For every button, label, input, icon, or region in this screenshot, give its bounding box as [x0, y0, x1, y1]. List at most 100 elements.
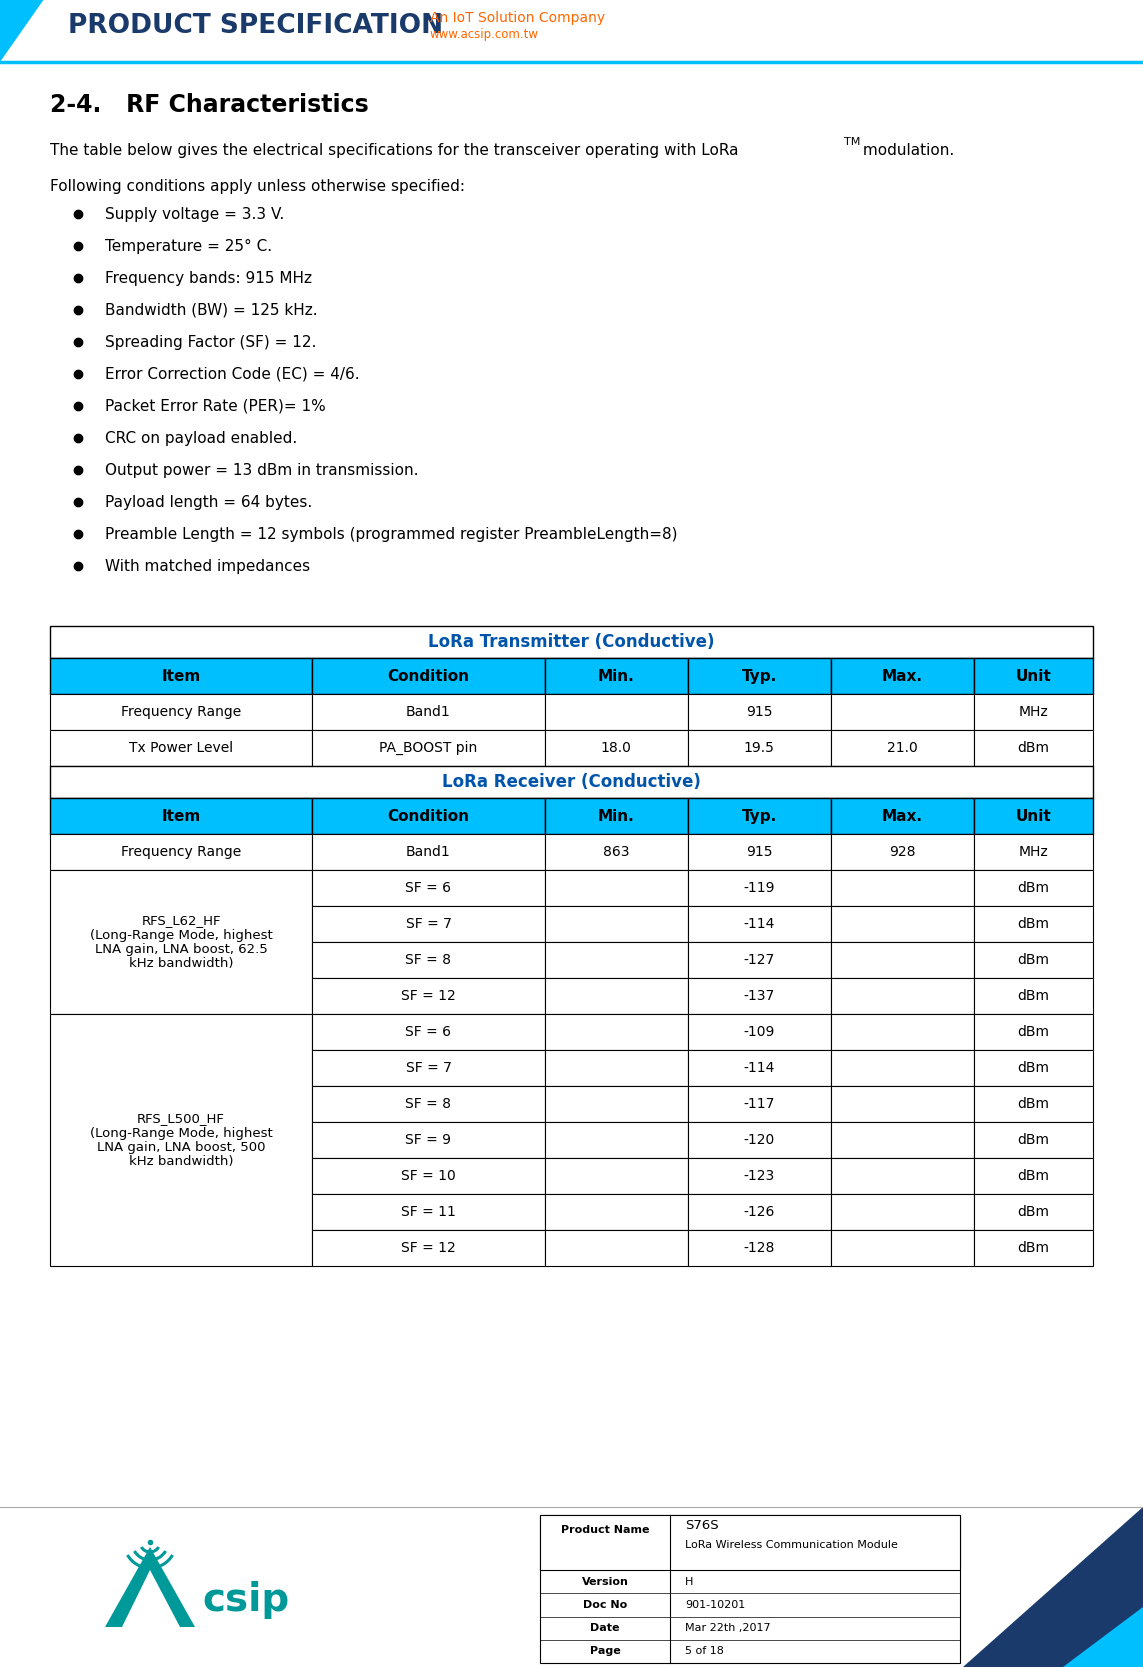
Bar — [50, 798, 312, 834]
Text: Bandwidth (BW) = 125 kHz.: Bandwidth (BW) = 125 kHz. — [105, 302, 318, 317]
Text: 19.5: 19.5 — [744, 742, 775, 755]
Text: -109: -109 — [744, 1025, 775, 1039]
Text: LNA gain, LNA boost, 62.5: LNA gain, LNA boost, 62.5 — [95, 942, 267, 955]
Text: Packet Error Rate (PER)= 1%: Packet Error Rate (PER)= 1% — [105, 398, 326, 413]
Bar — [974, 1085, 1093, 1122]
Bar — [831, 1085, 974, 1122]
Bar — [545, 942, 688, 979]
Text: SF = 6: SF = 6 — [406, 1025, 451, 1039]
Bar — [545, 1159, 688, 1194]
Text: -114: -114 — [744, 1060, 775, 1075]
Text: Temperature = 25° C.: Temperature = 25° C. — [105, 238, 272, 253]
Text: Output power = 13 dBm in transmission.: Output power = 13 dBm in transmission. — [105, 462, 418, 477]
Bar — [312, 979, 545, 1014]
Text: kHz bandwidth): kHz bandwidth) — [129, 1155, 233, 1167]
Text: CRC on payload enabled.: CRC on payload enabled. — [105, 430, 297, 445]
Bar — [974, 1159, 1093, 1194]
Bar — [688, 730, 831, 767]
Text: Error Correction Code (EC) = 4/6.: Error Correction Code (EC) = 4/6. — [105, 367, 360, 382]
Text: dBm: dBm — [1017, 1205, 1049, 1219]
Bar — [688, 870, 831, 905]
Bar — [312, 1159, 545, 1194]
Text: www.acsip.com.tw: www.acsip.com.tw — [430, 27, 539, 40]
Text: PRODUCT SPECIFICATION: PRODUCT SPECIFICATION — [67, 13, 443, 38]
Text: LoRa Wireless Communication Module: LoRa Wireless Communication Module — [685, 1540, 898, 1550]
Text: Min.: Min. — [598, 808, 634, 823]
Bar — [974, 730, 1093, 767]
Bar — [545, 905, 688, 942]
Bar — [539, 1515, 960, 1664]
Polygon shape — [1063, 1607, 1143, 1667]
Bar — [545, 1050, 688, 1085]
Text: PA_BOOST pin: PA_BOOST pin — [379, 740, 478, 755]
Text: MHz: MHz — [1018, 705, 1048, 718]
Text: An IoT Solution Company: An IoT Solution Company — [430, 12, 605, 25]
Bar — [688, 1050, 831, 1085]
Text: S76S: S76S — [685, 1519, 719, 1532]
Text: Supply voltage = 3.3 V.: Supply voltage = 3.3 V. — [105, 207, 285, 222]
Text: dBm: dBm — [1017, 1134, 1049, 1147]
Text: (Long-Range Mode, highest: (Long-Range Mode, highest — [90, 929, 272, 942]
Bar — [312, 730, 545, 767]
Text: Typ.: Typ. — [742, 808, 777, 823]
Text: dBm: dBm — [1017, 742, 1049, 755]
Text: kHz bandwidth): kHz bandwidth) — [129, 957, 233, 970]
Text: Spreading Factor (SF) = 12.: Spreading Factor (SF) = 12. — [105, 335, 317, 350]
Bar — [312, 1230, 545, 1265]
Bar — [545, 730, 688, 767]
Text: SF = 12: SF = 12 — [401, 989, 456, 1004]
Bar — [831, 834, 974, 870]
Text: LoRa Receiver (Conductive): LoRa Receiver (Conductive) — [442, 773, 701, 792]
Bar — [545, 1122, 688, 1159]
Text: Doc No: Doc No — [583, 1600, 628, 1610]
Text: Preamble Length = 12 symbols (programmed register PreambleLength=8): Preamble Length = 12 symbols (programmed… — [105, 527, 678, 542]
Text: Payload length = 64 bytes.: Payload length = 64 bytes. — [105, 495, 312, 510]
Bar — [831, 1050, 974, 1085]
Bar — [545, 834, 688, 870]
Bar — [831, 1194, 974, 1230]
Text: Product Name: Product Name — [561, 1525, 649, 1535]
Bar — [545, 1014, 688, 1050]
Text: Following conditions apply unless otherwise specified:: Following conditions apply unless otherw… — [50, 178, 465, 193]
Bar — [831, 870, 974, 905]
Bar — [312, 870, 545, 905]
Text: -127: -127 — [744, 954, 775, 967]
Bar — [545, 1085, 688, 1122]
Bar — [312, 798, 545, 834]
Bar — [545, 870, 688, 905]
Text: 863: 863 — [604, 845, 630, 859]
Bar — [545, 1230, 688, 1265]
Text: 5 of 18: 5 of 18 — [685, 1647, 724, 1657]
Text: dBm: dBm — [1017, 1060, 1049, 1075]
Text: Min.: Min. — [598, 668, 634, 683]
Text: RFS_L500_HF: RFS_L500_HF — [137, 1112, 225, 1125]
Bar — [688, 1122, 831, 1159]
Text: SF = 6: SF = 6 — [406, 880, 451, 895]
Text: Band1: Band1 — [406, 705, 450, 718]
Text: Typ.: Typ. — [742, 668, 777, 683]
Text: dBm: dBm — [1017, 1240, 1049, 1255]
Bar — [831, 1014, 974, 1050]
Text: -119: -119 — [743, 880, 775, 895]
Bar — [688, 942, 831, 979]
Text: LoRa Transmitter (Conductive): LoRa Transmitter (Conductive) — [429, 633, 714, 652]
Bar — [831, 658, 974, 693]
Text: SF = 7: SF = 7 — [406, 1060, 451, 1075]
Bar — [688, 905, 831, 942]
Text: -137: -137 — [744, 989, 775, 1004]
Text: Max.: Max. — [881, 668, 922, 683]
Bar — [312, 1194, 545, 1230]
Bar — [974, 658, 1093, 693]
Bar — [688, 1159, 831, 1194]
Text: Frequency bands: 915 MHz: Frequency bands: 915 MHz — [105, 270, 312, 285]
Bar — [688, 1085, 831, 1122]
Bar — [831, 798, 974, 834]
Text: dBm: dBm — [1017, 880, 1049, 895]
Text: H: H — [685, 1577, 694, 1587]
Bar — [688, 834, 831, 870]
Text: dBm: dBm — [1017, 1169, 1049, 1184]
Text: SF = 8: SF = 8 — [406, 954, 451, 967]
Bar — [974, 1230, 1093, 1265]
Bar — [974, 979, 1093, 1014]
Bar — [545, 1194, 688, 1230]
